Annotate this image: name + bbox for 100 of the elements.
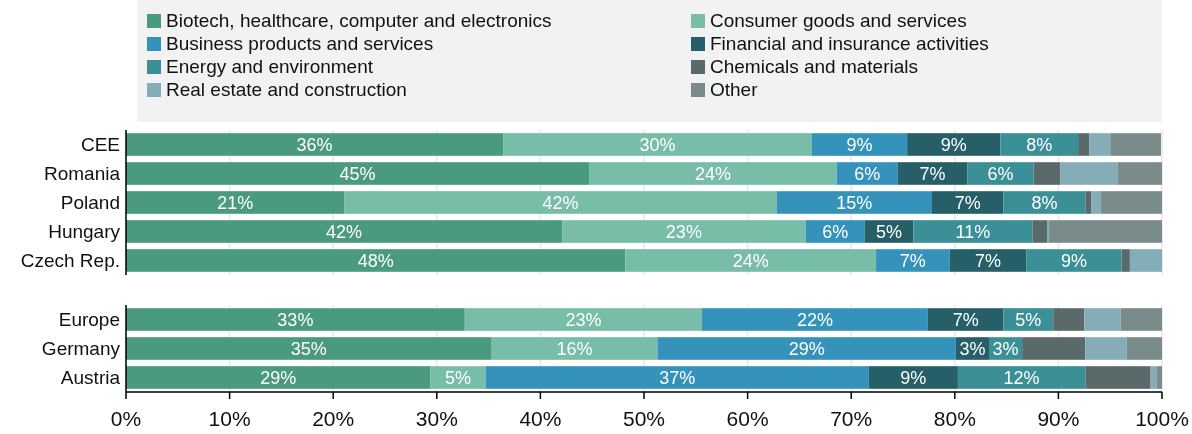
x-tick-label: 40%	[519, 407, 562, 430]
data-label: 48%	[357, 251, 394, 271]
data-label: 36%	[296, 135, 333, 155]
data-label: 12%	[1003, 368, 1040, 388]
y-tick-label: Germany	[41, 338, 121, 359]
data-label: 21%	[217, 193, 254, 213]
data-label: 7%	[974, 251, 1001, 271]
bar	[1085, 337, 1127, 360]
x-tick-label: 80%	[933, 407, 976, 430]
x-tick-label: 60%	[726, 407, 769, 430]
data-label: 9%	[900, 368, 927, 388]
data-label: 22%	[796, 310, 833, 330]
bar	[1032, 220, 1047, 243]
data-label: 37%	[659, 368, 696, 388]
data-label: 29%	[788, 339, 825, 359]
bar	[1100, 191, 1162, 214]
bar	[967, 162, 1034, 185]
data-label: 29%	[260, 368, 297, 388]
bar	[126, 220, 563, 243]
bar	[1129, 249, 1162, 272]
data-label: 23%	[665, 222, 702, 242]
bar	[126, 191, 345, 214]
bar	[949, 249, 1027, 272]
bar	[485, 366, 869, 389]
data-label: 6%	[822, 222, 849, 242]
bar	[126, 337, 492, 360]
legend-label: Financial and insurance activities	[710, 33, 989, 54]
bar	[776, 191, 933, 214]
bar	[126, 249, 626, 272]
bar	[957, 366, 1086, 389]
bar	[1022, 337, 1086, 360]
data-label: 5%	[876, 222, 903, 242]
x-tick-label: 10%	[208, 407, 251, 430]
bar	[1033, 162, 1061, 185]
y-tick-label: Europe	[58, 309, 120, 330]
bar	[897, 162, 968, 185]
data-label: 6%	[854, 164, 881, 184]
data-label: 42%	[542, 193, 579, 213]
bar	[913, 220, 1033, 243]
bar	[126, 162, 590, 185]
bar	[589, 162, 837, 185]
data-label: 24%	[732, 251, 769, 271]
bar	[503, 133, 812, 156]
data-label: 9%	[846, 135, 873, 155]
data-label: 24%	[694, 164, 731, 184]
bar	[868, 366, 958, 389]
legend-label: Consumer goods and services	[710, 10, 967, 31]
bar	[1156, 366, 1162, 389]
data-label: 15%	[836, 193, 873, 213]
bar	[657, 337, 956, 360]
data-label: 6%	[987, 164, 1014, 184]
data-label: 11%	[955, 222, 991, 242]
data-label: 7%	[899, 251, 926, 271]
bar	[1150, 366, 1157, 389]
bar	[1026, 249, 1122, 272]
bar	[1078, 133, 1090, 156]
data-label: 8%	[1031, 193, 1058, 213]
x-tick-label: 70%	[830, 407, 873, 430]
data-label: 9%	[940, 135, 967, 155]
data-label: 16%	[556, 339, 593, 359]
legend-label: Chemicals and materials	[710, 56, 919, 77]
bar	[907, 133, 1001, 156]
bar	[1003, 191, 1086, 214]
data-label: 3%	[992, 339, 1019, 359]
bar	[1000, 133, 1079, 156]
data-label: 7%	[954, 193, 981, 213]
bar	[876, 249, 950, 272]
bar	[702, 308, 928, 331]
y-tick-label: Poland	[60, 192, 120, 213]
bar	[1121, 249, 1130, 272]
bar	[126, 133, 504, 156]
bar	[1126, 337, 1162, 360]
data-label: 9%	[1060, 251, 1087, 271]
bar	[562, 220, 806, 243]
bar	[1053, 308, 1085, 331]
bar	[927, 308, 1004, 331]
data-label: 30%	[639, 135, 676, 155]
legend-label: Other	[710, 79, 759, 100]
bar	[1120, 308, 1162, 331]
data-label: 3%	[959, 339, 986, 359]
bar	[625, 249, 877, 272]
bar	[126, 308, 465, 331]
bar	[1084, 308, 1121, 331]
x-tick-label: 100%	[1135, 407, 1189, 430]
x-tick-label: 90%	[1037, 407, 1080, 430]
data-label: 42%	[326, 222, 363, 242]
y-tick-label: Romania	[43, 163, 121, 184]
data-label: 33%	[277, 310, 314, 330]
legend-label: Energy and environment	[166, 56, 374, 77]
bar	[811, 133, 908, 156]
legend-label: Business products and services	[166, 33, 434, 54]
bar	[1117, 162, 1162, 185]
data-label: 7%	[919, 164, 946, 184]
data-label: 35%	[290, 339, 327, 359]
bar	[1085, 366, 1151, 389]
data-label: 5%	[1015, 310, 1042, 330]
legend-label: Real estate and construction	[166, 79, 407, 100]
x-tick-label: 50%	[622, 407, 666, 430]
y-tick-label: Austria	[60, 367, 121, 388]
bar	[464, 308, 703, 331]
